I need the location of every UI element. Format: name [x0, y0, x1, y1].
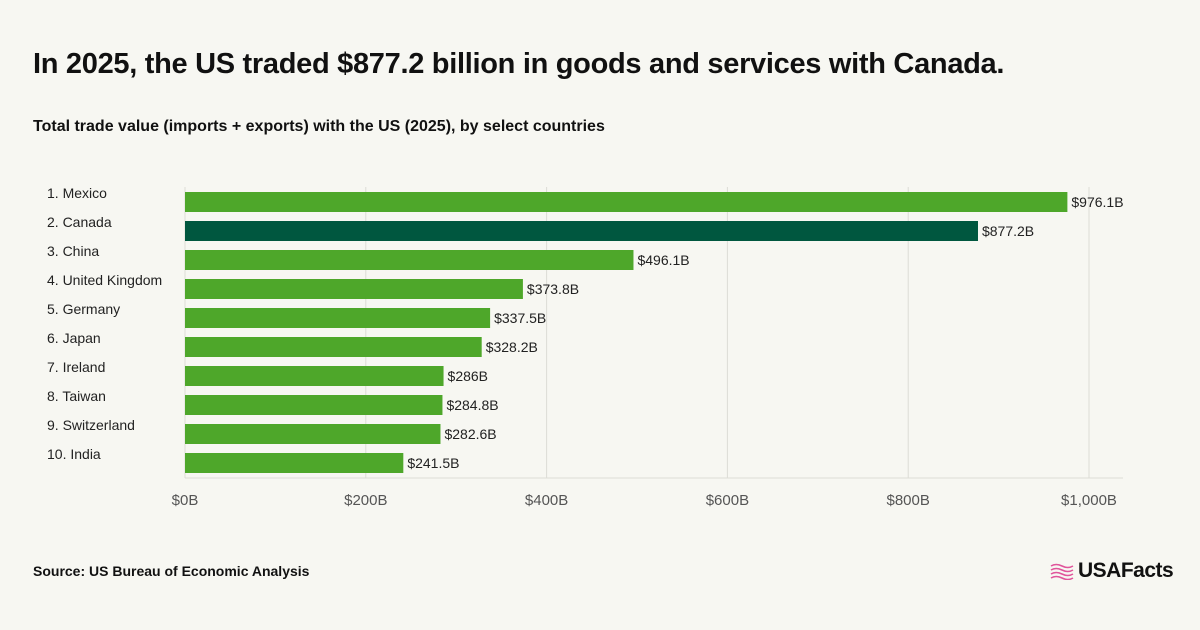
x-tick-label: $1,000B [1061, 492, 1117, 509]
bar [185, 424, 441, 444]
category-label: 5. Germany [47, 301, 120, 317]
data-label: $877.2B [982, 223, 1034, 239]
category-label: 1. Mexico [47, 185, 107, 201]
x-tick-label: $600B [706, 492, 749, 509]
usafacts-logo[interactable]: USAFacts [1050, 559, 1174, 583]
category-label: 10. India [47, 446, 101, 462]
category-label: 9. Switzerland [47, 417, 135, 433]
bar [185, 279, 523, 299]
x-tick-label: $200B [344, 492, 387, 509]
category-label: 8. Taiwan [47, 388, 106, 404]
bar [185, 395, 443, 415]
data-label: $976.1B [1071, 194, 1123, 210]
category-label: 6. Japan [47, 330, 101, 346]
label-layer: 1. Mexico $976.1B 2. Canada $877.2B 3. China… [47, 185, 1124, 471]
bar [185, 308, 491, 328]
data-label: $286B [448, 368, 488, 384]
bar [185, 366, 444, 386]
data-label: $337.5B [494, 310, 546, 326]
data-label: $373.8B [527, 281, 579, 297]
data-label: $282.6B [444, 426, 496, 442]
data-label: $496.1B [637, 252, 689, 268]
bar [185, 337, 482, 357]
category-label: 3. China [47, 243, 99, 259]
x-tick-label: $800B [887, 492, 930, 509]
x-tick-label: $0B [172, 492, 199, 509]
bar-layer [185, 192, 1068, 473]
data-label: $328.2B [486, 339, 538, 355]
bar [185, 221, 978, 241]
chart-title: In 2025, the US traded $877.2 billion in… [33, 48, 1005, 80]
category-label: 7. Ireland [47, 359, 105, 375]
logo-text: USAFacts [1078, 559, 1174, 582]
bar [185, 250, 634, 270]
x-tick-label: $400B [525, 492, 568, 509]
category-label: 2. Canada [47, 214, 112, 230]
category-label: 4. United Kingdom [47, 272, 162, 288]
us-flag-icon [1050, 562, 1074, 581]
bar [185, 453, 404, 473]
x-axis: $0B $200B $400B $600B $800B $1,000B [172, 477, 1123, 509]
source-note: Source: US Bureau of Economic Analysis [33, 563, 310, 579]
chart-subtitle: Total trade value (imports + exports) wi… [33, 118, 605, 135]
bar [185, 192, 1068, 212]
data-label: $241.5B [407, 455, 459, 471]
data-label: $284.8B [446, 397, 498, 413]
